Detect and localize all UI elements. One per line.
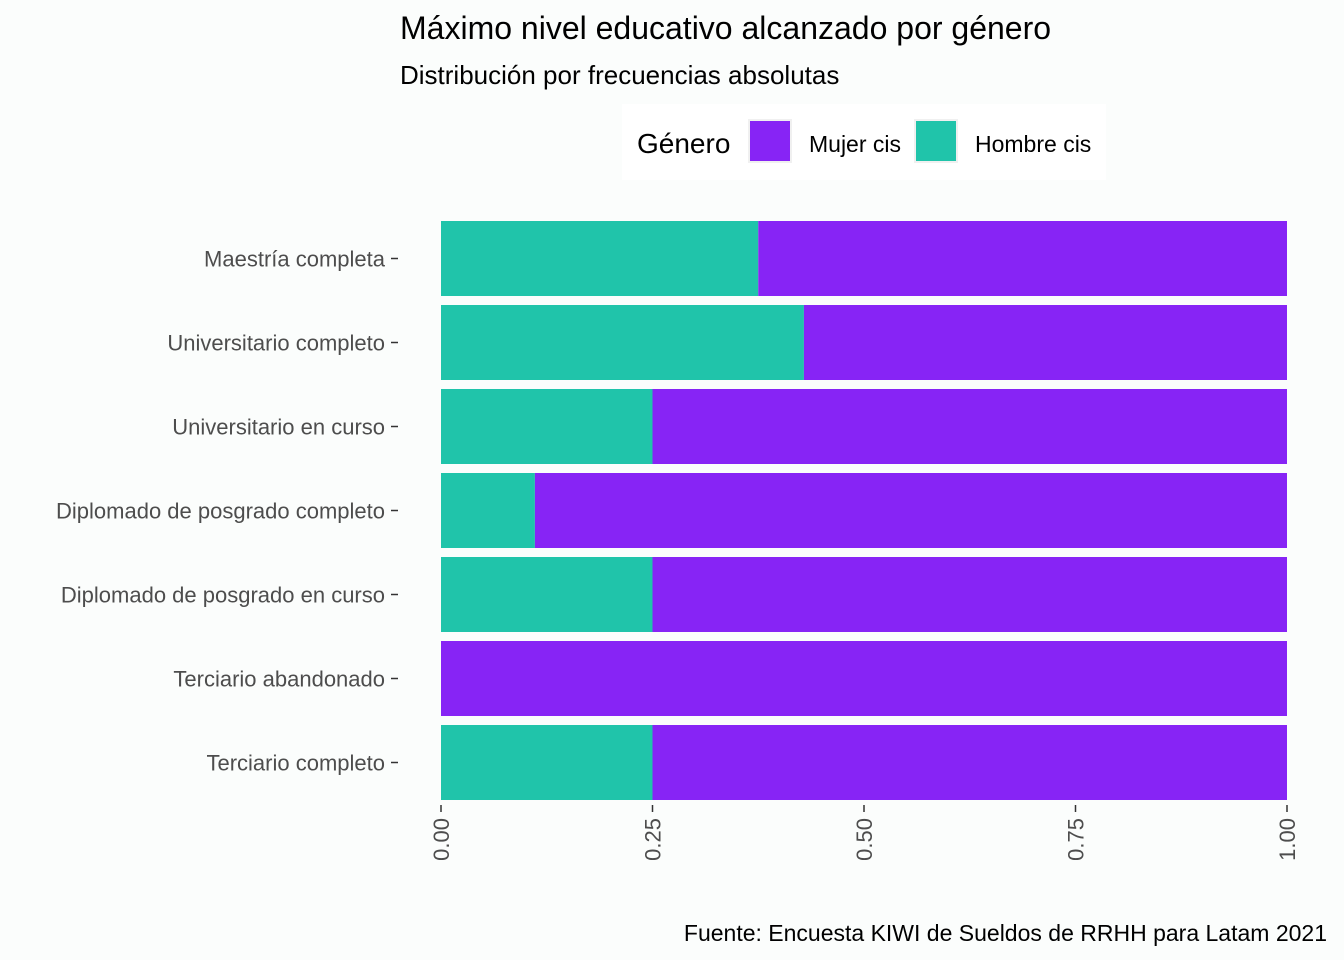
legend-title: Género: [637, 128, 731, 159]
y-tick-label: Terciario abandonado: [173, 667, 385, 692]
y-tick-label: Universitario en curso: [172, 415, 385, 440]
bar-mujer-cis: [652, 389, 1287, 464]
legend-key-hombre-cis: [914, 119, 958, 163]
bar-mujer-cis: [803, 305, 1287, 380]
bar-hombre-cis: [441, 473, 535, 548]
chart-subtitle: Distribución por frecuencias absolutas: [400, 60, 840, 90]
bar-mujer-cis: [652, 557, 1287, 632]
x-tick-label: 1.00: [1275, 818, 1300, 861]
chart-title: Máximo nivel educativo alcanzado por gén…: [400, 10, 1052, 46]
legend-label-hombre-cis: Hombre cis: [975, 131, 1092, 157]
bar-mujer-cis: [652, 725, 1287, 800]
y-tick-label: Maestría completa: [204, 247, 386, 272]
bar-mujer-cis: [534, 473, 1287, 548]
y-tick-label: Diplomado de posgrado completo: [56, 499, 385, 524]
x-tick-label: 0.25: [641, 818, 666, 861]
bar-hombre-cis: [441, 557, 653, 632]
y-tick-label: Diplomado de posgrado en curso: [61, 583, 385, 608]
y-tick-label: Terciario completo: [206, 751, 385, 776]
legend-label-mujer-cis: Mujer cis: [809, 131, 902, 157]
x-tick-label: 0.75: [1064, 818, 1089, 861]
chart-caption: Fuente: Encuesta KIWI de Sueldos de RRHH…: [683, 920, 1327, 946]
bar-mujer-cis: [441, 641, 1287, 716]
y-tick-label: Universitario completo: [167, 331, 385, 356]
legend: Género Mujer cis Hombre cis: [622, 104, 1106, 180]
bar-hombre-cis: [441, 221, 759, 296]
x-tick-label: 0.00: [429, 818, 454, 861]
x-tick-label: 0.50: [852, 818, 877, 861]
bar-hombre-cis: [441, 725, 653, 800]
bar-mujer-cis: [758, 221, 1287, 296]
bar-hombre-cis: [441, 305, 804, 380]
legend-key-mujer-cis: [748, 119, 792, 163]
bar-hombre-cis: [441, 389, 653, 464]
